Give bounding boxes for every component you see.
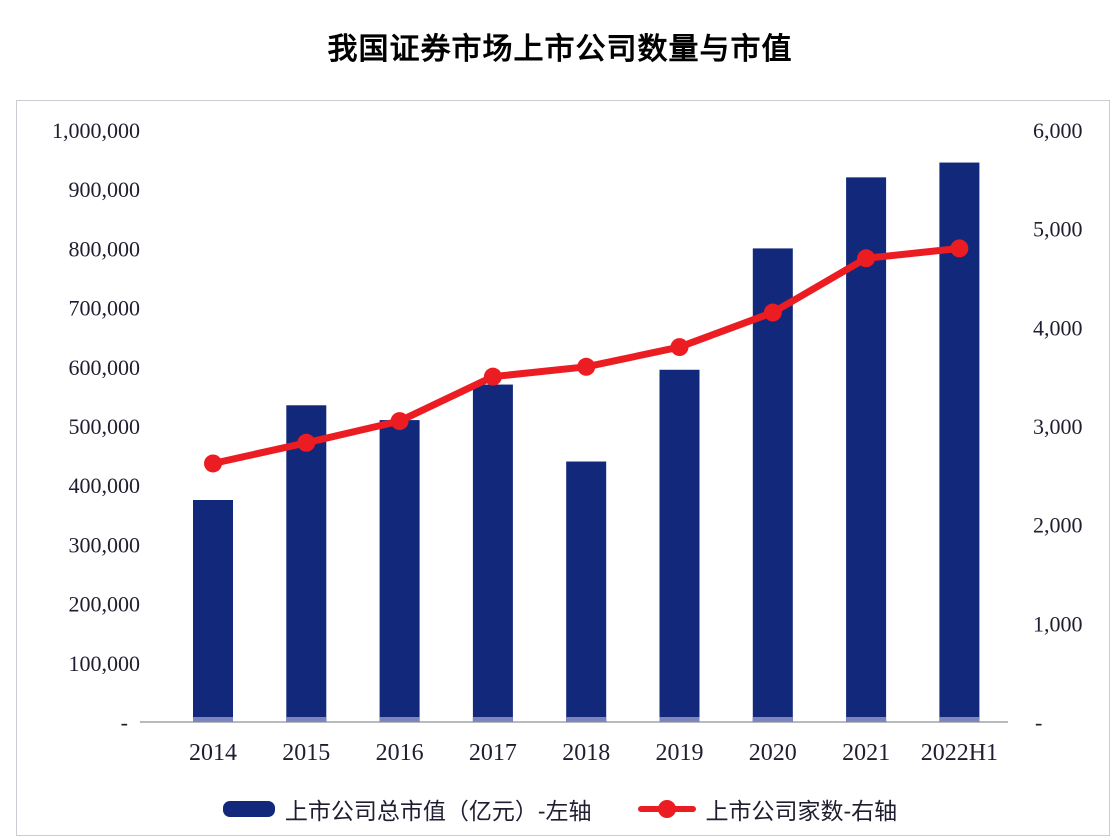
left-axis-tick: 200,000 bbox=[69, 592, 141, 617]
right-axis-tick: - bbox=[1035, 710, 1042, 735]
legend-item-bar: 上市公司总市值（亿元）-左轴 bbox=[222, 792, 592, 826]
legend: 上市公司总市值（亿元）-左轴 上市公司家数-右轴 bbox=[0, 792, 1120, 826]
right-axis-tick: 5,000 bbox=[1033, 217, 1083, 242]
line-point-2021 bbox=[857, 249, 876, 268]
x-axis-label-2020: 2020 bbox=[749, 740, 797, 766]
x-axis-label-2015: 2015 bbox=[282, 740, 330, 766]
left-axis-tick: 400,000 bbox=[69, 473, 141, 498]
bar-2019 bbox=[659, 369, 700, 722]
legend-bar-label: 上市公司总市值（亿元）-左轴 bbox=[284, 798, 592, 824]
bar-base-2016 bbox=[379, 717, 420, 722]
line-dot-marker-icon bbox=[637, 800, 696, 818]
left-axis-tick: 1,000,000 bbox=[52, 118, 140, 143]
bar-2014 bbox=[193, 500, 233, 722]
right-axis-tick: 3,000 bbox=[1033, 414, 1083, 439]
chart-title: 我国证券市场上市公司数量与市值 bbox=[327, 33, 793, 66]
bar-base-2019 bbox=[659, 717, 700, 722]
right-axis-tick: 6,000 bbox=[1033, 118, 1083, 143]
x-axis-label-2018: 2018 bbox=[562, 740, 610, 766]
left-axis-tick: 100,000 bbox=[69, 651, 141, 676]
legend-item-line: 上市公司家数-右轴 bbox=[637, 792, 898, 826]
line-point-2022H1 bbox=[950, 239, 969, 258]
line-point-2018 bbox=[577, 357, 596, 376]
bar-base-2015 bbox=[286, 717, 327, 722]
bar-2016 bbox=[379, 420, 420, 722]
left-axis-tick: 300,000 bbox=[69, 532, 141, 557]
x-axis-label-2014: 2014 bbox=[189, 740, 237, 766]
right-axis-tick: 1,000 bbox=[1033, 611, 1083, 636]
line-point-2014 bbox=[204, 454, 222, 473]
x-axis-label-2019: 2019 bbox=[656, 740, 704, 766]
x-axis-label-2017: 2017 bbox=[469, 740, 517, 766]
legend-line-label: 上市公司家数-右轴 bbox=[705, 798, 898, 824]
line-point-2017 bbox=[483, 367, 502, 386]
bar-base-2022H1 bbox=[939, 717, 980, 722]
x-axis-label-2021: 2021 bbox=[842, 740, 890, 766]
left-axis-tick: 600,000 bbox=[69, 355, 141, 380]
x-axis-label-2022H1: 2022H1 bbox=[921, 740, 998, 766]
left-axis-tick: 800,000 bbox=[69, 236, 141, 261]
line-point-2020 bbox=[763, 303, 782, 322]
bar-base-2017 bbox=[472, 717, 513, 722]
right-axis-tick: 2,000 bbox=[1033, 513, 1083, 538]
left-axis-tick: - bbox=[121, 710, 128, 735]
bar-2015 bbox=[286, 405, 327, 722]
line-point-2019 bbox=[670, 338, 689, 357]
line-point-2016 bbox=[390, 412, 409, 431]
bar-base-2014 bbox=[193, 717, 233, 722]
left-axis-tick: 900,000 bbox=[69, 177, 141, 202]
bar-2017 bbox=[472, 384, 513, 722]
right-axis-tick: 4,000 bbox=[1033, 315, 1083, 340]
bar-base-2021 bbox=[846, 717, 887, 722]
bar-base-2020 bbox=[752, 717, 793, 722]
left-axis-tick: 500,000 bbox=[69, 414, 141, 439]
line-point-2015 bbox=[297, 433, 316, 452]
left-axis-tick: 700,000 bbox=[69, 296, 141, 321]
bar-swatch-icon bbox=[222, 801, 275, 817]
bar-2018 bbox=[566, 461, 607, 722]
bar-2020 bbox=[752, 248, 793, 722]
bar-base-2018 bbox=[566, 717, 607, 722]
x-axis-label-2016: 2016 bbox=[376, 740, 424, 766]
